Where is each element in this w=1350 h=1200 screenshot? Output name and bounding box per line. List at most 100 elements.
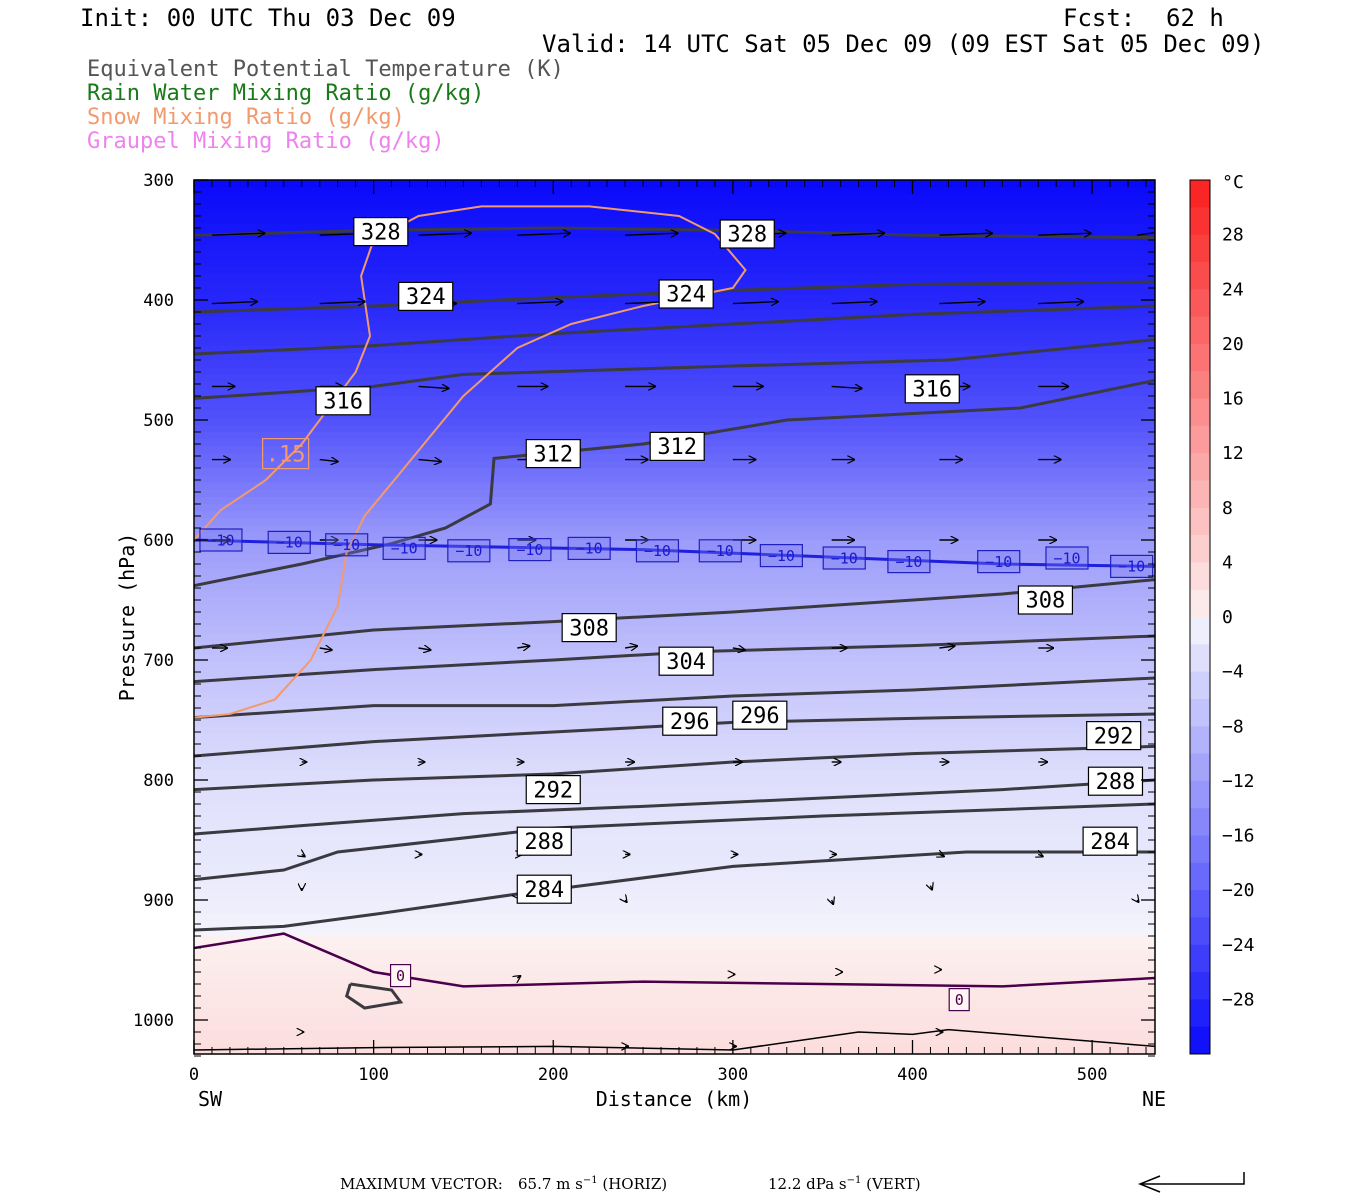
temperature-band xyxy=(194,993,1155,1002)
legend-graupel: Graupel Mixing Ratio (g/kg) xyxy=(87,129,445,154)
colorbar-swatch xyxy=(1190,917,1210,946)
wind-vector xyxy=(1137,900,1139,902)
theta-e-label-308: 308 xyxy=(1017,585,1074,615)
wind-vector xyxy=(517,976,520,978)
legend-theta-e: Equivalent Potential Temperature (K) xyxy=(87,57,564,82)
temperature-band xyxy=(194,597,1155,606)
temperature-band xyxy=(194,950,1155,959)
label-box xyxy=(398,281,454,311)
init-time: Init: 00 UTC Thu 03 Dec 09 xyxy=(80,4,456,32)
temperature-band xyxy=(194,424,1155,433)
temperature-band xyxy=(194,468,1155,476)
wind-vector xyxy=(939,854,944,856)
colorbar-swatch xyxy=(1190,944,1210,973)
colorbar-swatch xyxy=(1190,698,1210,727)
temperature-band xyxy=(194,604,1155,613)
temperature-band xyxy=(194,957,1155,966)
colorbar-swatch xyxy=(1190,589,1210,618)
temperature-band xyxy=(194,532,1155,541)
colorbar-swatch xyxy=(1190,507,1210,536)
label-box xyxy=(262,438,310,470)
colorbar-swatch xyxy=(1190,343,1210,372)
wind-vector xyxy=(302,854,305,856)
temperature-band xyxy=(194,201,1155,210)
temperature-band xyxy=(194,734,1155,743)
temperature-band xyxy=(194,338,1155,347)
isotherm-minus10-label: −10 xyxy=(567,536,611,561)
isotherm-zero-label: 0 xyxy=(948,987,970,1012)
colorbar-swatch xyxy=(1190,398,1210,427)
y-tick-label: 300 xyxy=(143,171,174,191)
temperature-band xyxy=(194,460,1155,469)
wind-vector xyxy=(1038,233,1091,235)
label-box xyxy=(325,533,369,557)
temperature-band xyxy=(194,914,1155,923)
colorbar-tick-label: −4 xyxy=(1222,662,1244,683)
temperature-band xyxy=(194,936,1155,944)
wind-vector xyxy=(624,646,637,648)
label-text: −10 xyxy=(207,531,234,549)
theta-e-label-296: 296 xyxy=(662,706,718,736)
colorbar-swatch xyxy=(1190,835,1210,864)
temperature-band xyxy=(194,561,1155,570)
colorbar-swatch xyxy=(1190,753,1210,782)
label-text: 312 xyxy=(657,435,697,460)
colorbar-tick-label: −16 xyxy=(1222,826,1255,847)
label-text: 292 xyxy=(533,778,573,803)
wind-vector xyxy=(1038,302,1083,304)
x-tick-label: 500 xyxy=(1077,1065,1108,1085)
label-box xyxy=(508,537,552,562)
colorbar-unit: °C xyxy=(1222,172,1244,193)
temperature-band xyxy=(194,475,1155,483)
label-text: −10 xyxy=(1053,549,1080,567)
label-text: 0 xyxy=(396,967,405,985)
label-box xyxy=(447,539,491,563)
isotherm-minus10-label: −10 xyxy=(977,549,1021,574)
theta-e-label-316: 316 xyxy=(904,374,960,404)
label-text: 328 xyxy=(361,220,401,245)
wind-vector xyxy=(418,386,449,388)
temperature-band xyxy=(194,568,1155,577)
colorbar-tick-label: 4 xyxy=(1222,552,1233,573)
temperature-band xyxy=(194,900,1155,908)
temperature-band xyxy=(194,374,1155,383)
temperature-band xyxy=(194,835,1155,843)
temperature-band xyxy=(194,943,1155,951)
temperature-band xyxy=(194,676,1155,685)
temperature-band xyxy=(194,849,1155,858)
label-box xyxy=(561,612,617,643)
snow-contour-label: .15 xyxy=(262,438,310,470)
temperature-band xyxy=(194,813,1155,822)
valid-time: Valid: 14 UTC Sat 05 Dec 09 (09 EST Sat … xyxy=(542,30,1265,58)
temperature-band xyxy=(194,496,1155,505)
temperature-band xyxy=(194,619,1155,627)
temperature-band xyxy=(194,223,1155,231)
theta-e-label-328: 328 xyxy=(353,217,409,247)
colorbar-tick-label: 28 xyxy=(1222,225,1244,246)
isotherm-zero-line xyxy=(194,932,1155,988)
wind-vector xyxy=(1136,231,1155,236)
wind-vector xyxy=(939,233,992,235)
colorbar-tick-label: 20 xyxy=(1222,334,1244,355)
temperature-band xyxy=(194,266,1155,275)
label-text: −10 xyxy=(644,542,671,560)
label-text: −10 xyxy=(831,549,858,567)
y-tick-label: 1000 xyxy=(133,1011,174,1031)
label-text: −10 xyxy=(985,553,1012,571)
colorbar-swatch xyxy=(1190,671,1210,700)
colorbar-swatch xyxy=(1190,316,1210,345)
temperature-band xyxy=(194,590,1155,599)
temperature-band xyxy=(194,583,1155,591)
label-text: 296 xyxy=(740,704,780,729)
temperature-band xyxy=(194,792,1155,800)
temperature-band xyxy=(194,187,1155,195)
y-axis-label: Pressure (hPa) xyxy=(115,533,139,702)
legend-snow: Snow Mixing Ratio (g/kg) xyxy=(87,105,405,130)
colorbar-swatch xyxy=(1190,890,1210,918)
temperature-band xyxy=(194,259,1155,267)
theta-e-label-288: 288 xyxy=(1087,766,1144,796)
isotherm-minus10-label: −10 xyxy=(698,539,742,563)
wind-vector xyxy=(625,900,627,902)
temperature-band xyxy=(194,525,1155,534)
colorbar-swatch xyxy=(1190,234,1210,263)
